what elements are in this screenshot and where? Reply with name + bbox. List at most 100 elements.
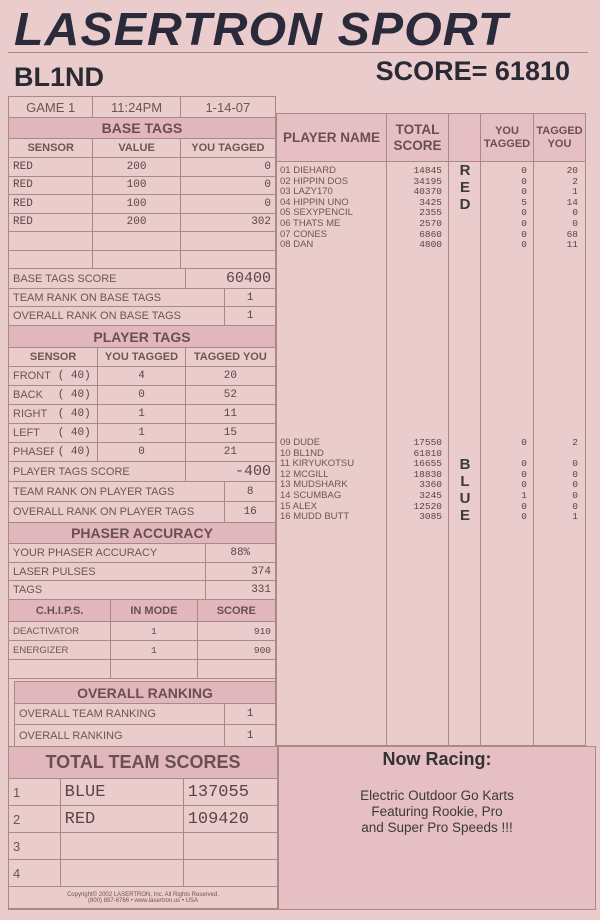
table-cell: IN MODE	[111, 600, 198, 621]
player-row: 07 CONES 6860 0 68	[280, 229, 585, 241]
section-header: OVERALL RANKING	[15, 682, 275, 704]
table-cell: 900	[253, 644, 271, 656]
player-cell: 0	[521, 175, 527, 187]
player-cell: 0	[521, 165, 527, 176]
column-headers: SENSOR VALUE YOU TAGGED	[9, 139, 275, 158]
table-cell: YOU TAGGED	[191, 142, 265, 154]
table-row	[9, 250, 275, 269]
player-cell: 40370	[413, 186, 442, 198]
player-row: 12 MCGILL 18830 0 0	[280, 468, 585, 481]
table-cell: 3	[9, 833, 61, 859]
player-cell: 2	[572, 175, 578, 187]
table-cell: YOU TAGGED	[98, 348, 186, 366]
promo-line: Electric Outdoor Go Karts	[360, 788, 514, 803]
player-cell	[448, 240, 480, 251]
table-row: PLAYER TAGS SCORE -400	[9, 462, 275, 482]
player-cell: 08 DAN	[280, 239, 314, 251]
table-cell	[93, 232, 181, 250]
table-cell: ( 40)	[54, 367, 99, 385]
player-cell	[448, 230, 480, 241]
table-cell: 100	[93, 195, 181, 213]
team-scores-panel: TOTAL TEAM SCORES 1 BLUE 137055 2 RED 109420 3 4…	[8, 746, 278, 910]
table-cell	[9, 250, 94, 268]
table-cell: C.H.I.P.S.	[9, 600, 112, 621]
player-cell: 10 BL1ND	[280, 447, 324, 459]
table-row: BACK ( 40) 0 52	[9, 386, 275, 405]
table-cell: 1	[246, 729, 254, 742]
base-tags-score: BASE TAGS SCORE 60400	[9, 269, 275, 289]
table-row	[9, 660, 275, 679]
table-cell: 1	[98, 424, 186, 442]
table-cell: 20	[223, 370, 237, 382]
player-cell: 0	[572, 479, 578, 491]
divider	[8, 52, 588, 53]
table-cell: 11	[223, 408, 237, 420]
player-row: 01 DIEHARD 14845 0 20	[280, 165, 585, 177]
player-cell: 14	[566, 196, 578, 208]
table-cell: 1	[246, 291, 254, 304]
table-cell: 100	[93, 176, 181, 194]
player-row: 11 KIRYUKOTSU 16655 0 0	[280, 459, 585, 470]
player-list-header: PLAYER NAME TOTAL SCORE YOU TAGGED TAGGED Y…	[277, 114, 585, 162]
table-row: OVERALL RANKING 1	[15, 725, 275, 747]
player-cell: 18830	[413, 468, 442, 480]
table-cell: 88%	[230, 547, 251, 559]
table-cell	[9, 232, 94, 250]
copyright-text: Copyright© 2002 LASERTRON, Inc. All Righ…	[66, 891, 220, 898]
player-row: 06 THATS ME 2570 0 0	[280, 218, 585, 230]
player-cell: 1	[572, 186, 578, 198]
table-cell: YOUR PHASER ACCURACY	[9, 544, 206, 562]
player-row: 13 MUDSHARK 3360 0 0	[280, 480, 585, 491]
player-cell: 01 DIEHARD	[280, 165, 336, 176]
table-row: DEACTIVATOR 1 910	[9, 622, 275, 641]
player-cell: 0	[572, 458, 578, 470]
player-row: 15 ALEX 12520 0 0	[280, 501, 585, 513]
player-cell: 5	[521, 196, 527, 208]
table-cell: 1-14-07	[205, 99, 251, 115]
table-cell: 1	[246, 310, 254, 322]
table-cell: RED	[9, 195, 94, 213]
player-cell: 11	[566, 239, 578, 251]
player-row: 03 LAZY170 40370 0 1	[280, 187, 585, 198]
column-divider	[277, 162, 387, 745]
table-cell: 0	[264, 160, 271, 173]
table-row: OVERALL RANK ON BASE TAGS 1	[9, 307, 275, 326]
player-row: 04 HIPPIN UNO 3425 5 14	[280, 196, 585, 209]
table-cell	[184, 860, 277, 886]
player-cell: 20	[566, 165, 578, 176]
overall-ranking-box: OVERALL RANKING OVERALL TEAM RANKING 1 OVER…	[14, 681, 276, 747]
player-cell: 2570	[419, 218, 442, 229]
player-cell: 0	[572, 218, 578, 229]
player-row: 02 HIPPIN DOS 34195 0 2	[280, 175, 585, 188]
table-cell: 1	[9, 779, 61, 805]
table-cell: RED	[9, 176, 94, 194]
player-row: 09 DUDE 17550 0 2	[280, 437, 585, 449]
player-score: SCORE= 61810	[375, 56, 570, 86]
table-row: PHASER( 40)0 21	[9, 443, 275, 462]
table-cell	[93, 250, 181, 268]
table-row: FRONT( 40) 4 20	[9, 367, 275, 386]
table-cell	[111, 660, 198, 678]
player-cell: 61810	[413, 447, 442, 459]
table-row: LEFT ( 40) 1 15	[9, 424, 275, 443]
player-cell: 0	[521, 479, 527, 491]
table-cell: TAGGED YOU	[193, 351, 267, 363]
player-row: 14 SCUMBAG 3245 1 0	[280, 490, 585, 502]
player-cell: 0	[572, 207, 578, 219]
promo-box: Now Racing: Electric Outdoor Go Karts Fe…	[278, 746, 596, 910]
player-cell	[448, 219, 480, 230]
table-cell: OVERALL RANK ON PLAYER TAGS	[9, 502, 226, 522]
table-row: OVERALL TEAM RANKING 1	[15, 704, 275, 725]
player-row: 16 MUDD BUTT 3085 0 1	[280, 512, 585, 523]
player-cell: 0	[521, 511, 527, 523]
table-row	[9, 232, 275, 251]
table-cell: 302	[251, 216, 271, 229]
table-cell: 910	[253, 625, 271, 637]
table-cell: OVERALL RANKING	[15, 725, 226, 746]
player-cell: 0	[521, 186, 527, 198]
table-cell: TEAM RANK ON PLAYER TAGS	[9, 482, 226, 501]
table-cell: BLUE	[61, 779, 184, 805]
table-cell: DEACTIVATOR	[9, 622, 112, 640]
table-cell	[9, 660, 112, 678]
brand-logo: LASERTRON SPORT	[14, 3, 509, 55]
